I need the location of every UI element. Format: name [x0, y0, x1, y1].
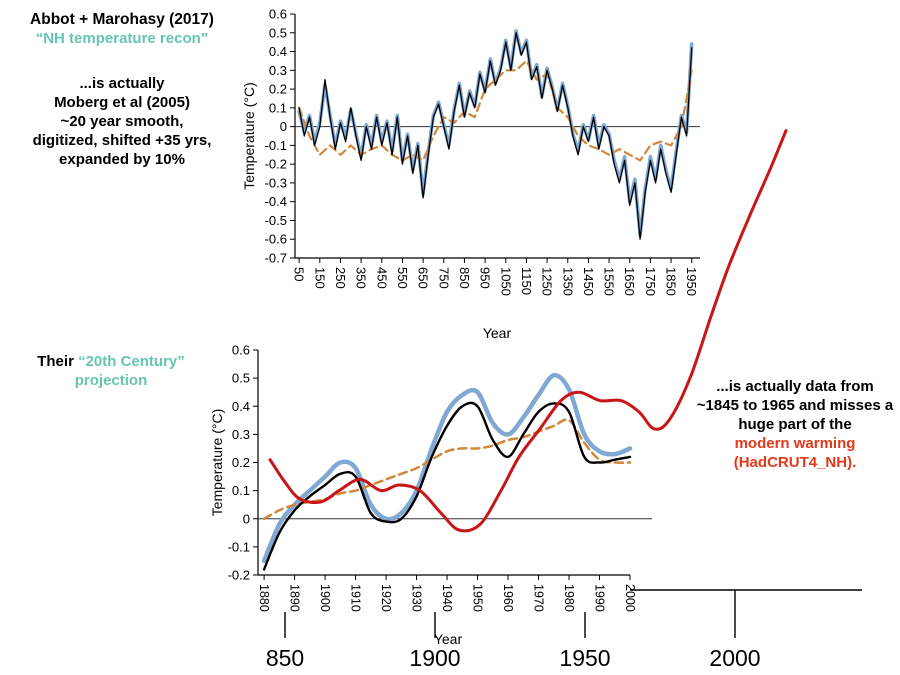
right-line-1: ...is actually data from [716, 378, 874, 395]
y-tick-label: 0.5 [269, 25, 287, 40]
y-tick-label: -0.1 [265, 138, 287, 153]
x-tick-label: 1650 [622, 267, 637, 296]
x-tick-label: 450 [374, 267, 389, 289]
x-axis-title: Year [483, 325, 512, 341]
x-tick-label: 50 [292, 267, 307, 281]
x-tick-label: 950 [478, 267, 493, 289]
y-tick-label: 0 [280, 119, 287, 134]
x-tick-label: 1150 [519, 267, 534, 295]
right-line-4-red: modern warming [734, 435, 856, 452]
y-tick-label: 0.2 [269, 82, 287, 97]
outer-axis-label: 1900 [409, 645, 460, 671]
y-tick-label: -0.6 [265, 232, 287, 247]
annotation-mid-left: Their “20th Century” projection [8, 352, 214, 390]
outer-axis-label: 850 [266, 645, 304, 671]
recon-quote: “NH temperature recon” [35, 30, 209, 47]
x-tick-label: 1850 [664, 267, 679, 296]
x-tick-label: 1890 [288, 584, 302, 612]
y-tick-label: -0.3 [265, 175, 287, 190]
citation-title: Abbot + Marohasy (2017) [30, 11, 214, 28]
x-tick-label: 1050 [498, 267, 513, 296]
x-tick-label: 350 [354, 267, 369, 289]
explain-line-2: Moberg et al (2005) [54, 94, 190, 111]
x-tick-label: 1940 [440, 584, 454, 612]
x-axis-title: Year [434, 631, 463, 647]
right-line-5-red: (HadCRUT4_NH). [733, 454, 857, 471]
x-tick-label: 1990 [593, 584, 607, 612]
x-tick-label: 1960 [501, 584, 515, 612]
x-tick-label: 1350 [560, 267, 575, 296]
their-text: Their [37, 353, 79, 370]
explain-line-1: ...is actually [79, 75, 165, 92]
x-tick-label: 650 [416, 267, 431, 289]
x-tick-label: 150 [312, 267, 327, 289]
y-tick-label: 0.3 [232, 427, 250, 442]
x-tick-label: 1980 [562, 584, 576, 612]
x-tick-label: 1950 [684, 267, 699, 296]
projection-label-line-2: projection [74, 372, 148, 389]
y-tick-label: -0.4 [265, 194, 287, 209]
series-trend-orange-dashed [262, 418, 632, 521]
x-tick-label: 1880 [257, 584, 271, 612]
x-tick-label: 1450 [581, 267, 596, 296]
right-line-3: huge part of the [738, 416, 852, 433]
y-tick-label: -0.7 [265, 251, 287, 266]
series-recon-blue [297, 29, 694, 238]
bottom-chart: 0.6 0.5 0.4 0.3 0.2 0.1 0 -0.1 -0.2 1880 1890 1900 1… [209, 129, 862, 671]
y-axis-title: Temperature (°C) [241, 82, 257, 190]
series-projection-black [262, 401, 632, 571]
y-tick-label: 0.4 [232, 399, 250, 414]
projection-label-line-1: Their “20th Century” [37, 352, 185, 371]
x-tick-label: 1900 [318, 584, 332, 612]
y-tick-label: -0.1 [228, 539, 250, 554]
x-tick-label: 1930 [410, 584, 424, 612]
x-tick-label: 750 [436, 267, 451, 289]
x-tick-label: 1920 [379, 584, 393, 612]
y-axis-title: Temperature (°C) [209, 409, 225, 517]
y-tick-label: 0 [243, 511, 250, 526]
x-tick-label: 1910 [349, 584, 363, 612]
explain-line-3: ~20 year smooth, [60, 113, 184, 130]
series-projection-blue [261, 372, 633, 564]
x-tick-label: 250 [333, 267, 348, 289]
x-tick-label: 2000 [623, 584, 637, 612]
y-tick-label: 0.6 [269, 7, 287, 22]
y-tick-label: 0.2 [232, 455, 250, 470]
y-tick-label: 0.3 [269, 63, 287, 78]
y-tick-label: 0.1 [269, 100, 287, 115]
x-tick-label: 1970 [532, 584, 546, 612]
explain-line-5: expanded by 10% [59, 151, 185, 168]
y-tick-label: 0.6 [232, 343, 250, 358]
y-tick-label: -0.2 [265, 157, 287, 172]
outer-axis-label: 2000 [709, 645, 760, 671]
series-orange-dashed [298, 59, 693, 162]
x-tick-label: 1250 [540, 267, 555, 296]
annotation-top-left: Abbot + Marohasy (2017) “NH temperature … [4, 10, 240, 169]
right-line-2: ~1845 to 1965 and misses a [696, 397, 894, 414]
x-tick-label: 850 [457, 267, 472, 289]
annotation-right: ...is actually data from ~1845 to 1965 a… [694, 377, 896, 472]
explain-line-4: digitized, shifted +35 yrs, [32, 132, 212, 149]
x-tick-label: 550 [395, 267, 410, 289]
century-quote: “20th Century” [78, 353, 185, 370]
y-tick-label: 0.5 [232, 371, 250, 386]
y-tick-label: 0.1 [232, 483, 250, 498]
top-chart: 0.6 0.5 0.4 0.3 0.2 0.1 0 -0.1 -0.2 -0.3 -0.4 -0.5 -… [241, 7, 700, 341]
outer-axis-label: 1950 [559, 645, 610, 671]
x-tick-label: 1950 [471, 584, 485, 612]
y-tick-label: -0.2 [228, 568, 250, 583]
x-tick-label: 1750 [643, 267, 658, 296]
y-tick-label: 0.4 [269, 44, 287, 59]
y-tick-label: -0.5 [265, 213, 287, 228]
x-tick-label: 1550 [602, 267, 617, 296]
series-moberg-black [298, 32, 693, 240]
series-hadcrut4-red [268, 129, 788, 533]
